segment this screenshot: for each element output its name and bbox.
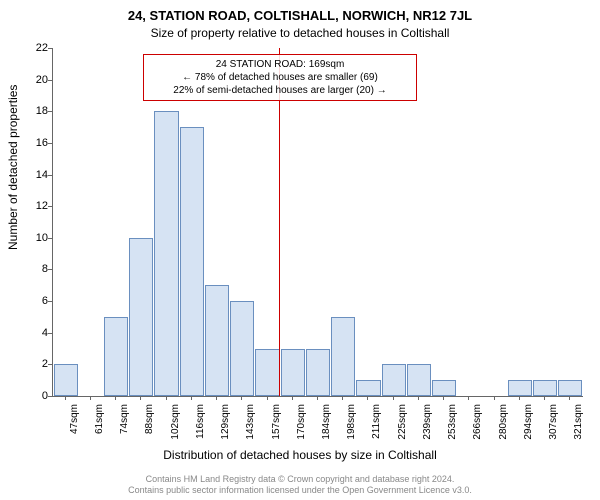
x-tick-mark xyxy=(166,396,167,400)
x-tick-mark xyxy=(494,396,495,400)
y-tick-label: 0 xyxy=(24,390,48,402)
x-tick-label: 47sqm xyxy=(69,404,80,448)
y-tick-label: 12 xyxy=(24,200,48,212)
y-axis-label: Number of detached properties xyxy=(6,85,20,250)
callout-line: ← 78% of detached houses are smaller (69… xyxy=(150,71,410,84)
bar xyxy=(54,364,78,396)
bar xyxy=(508,380,532,396)
bar xyxy=(205,285,229,396)
x-tick-mark xyxy=(140,396,141,400)
x-tick-mark xyxy=(569,396,570,400)
bar xyxy=(356,380,380,396)
attribution-line-1: Contains HM Land Registry data © Crown c… xyxy=(0,474,600,485)
x-axis-label: Distribution of detached houses by size … xyxy=(0,448,600,462)
x-tick-label: 157sqm xyxy=(271,404,282,448)
bar xyxy=(558,380,582,396)
x-tick-label: 280sqm xyxy=(498,404,509,448)
y-tick-label: 20 xyxy=(24,74,48,86)
x-tick-label: 143sqm xyxy=(245,404,256,448)
y-tick-label: 8 xyxy=(24,263,48,275)
x-tick-label: 74sqm xyxy=(119,404,130,448)
x-tick-label: 88sqm xyxy=(144,404,155,448)
callout-line: 22% of semi-detached houses are larger (… xyxy=(150,84,410,97)
attribution: Contains HM Land Registry data © Crown c… xyxy=(0,474,600,497)
x-tick-label: 170sqm xyxy=(296,404,307,448)
title-sub: Size of property relative to detached ho… xyxy=(0,26,600,40)
y-tick-label: 14 xyxy=(24,169,48,181)
y-tick-label: 10 xyxy=(24,232,48,244)
bar xyxy=(230,301,254,396)
bar xyxy=(331,317,355,396)
chart-plot-area: 24 STATION ROAD: 169sqm← 78% of detached… xyxy=(52,48,583,397)
x-tick-mark xyxy=(292,396,293,400)
x-tick-mark xyxy=(418,396,419,400)
x-tick-label: 321sqm xyxy=(573,404,584,448)
x-tick-mark xyxy=(317,396,318,400)
x-tick-mark xyxy=(115,396,116,400)
x-tick-label: 307sqm xyxy=(548,404,559,448)
x-tick-mark xyxy=(342,396,343,400)
title-main: 24, STATION ROAD, COLTISHALL, NORWICH, N… xyxy=(0,8,600,23)
x-tick-label: 225sqm xyxy=(397,404,408,448)
y-tick-label: 4 xyxy=(24,327,48,339)
x-tick-mark xyxy=(367,396,368,400)
bar xyxy=(533,380,557,396)
bar xyxy=(104,317,128,396)
x-tick-label: 266sqm xyxy=(472,404,483,448)
x-tick-label: 294sqm xyxy=(523,404,534,448)
x-tick-mark xyxy=(519,396,520,400)
bar xyxy=(382,364,406,396)
bar xyxy=(281,349,305,396)
x-tick-mark xyxy=(393,396,394,400)
bar xyxy=(129,238,153,396)
x-tick-label: 211sqm xyxy=(371,404,382,448)
x-tick-mark xyxy=(443,396,444,400)
x-tick-label: 102sqm xyxy=(170,404,181,448)
callout-box: 24 STATION ROAD: 169sqm← 78% of detached… xyxy=(143,54,417,101)
y-tick-label: 16 xyxy=(24,137,48,149)
y-tick-label: 6 xyxy=(24,295,48,307)
x-tick-label: 129sqm xyxy=(220,404,231,448)
bar xyxy=(154,111,178,396)
x-tick-label: 239sqm xyxy=(422,404,433,448)
y-tick-label: 2 xyxy=(24,358,48,370)
x-tick-mark xyxy=(216,396,217,400)
bar xyxy=(255,349,279,396)
x-tick-label: 184sqm xyxy=(321,404,332,448)
bar xyxy=(407,364,431,396)
x-tick-label: 116sqm xyxy=(195,404,206,448)
attribution-line-2: Contains public sector information licen… xyxy=(0,485,600,496)
bar xyxy=(306,349,330,396)
x-tick-mark xyxy=(544,396,545,400)
y-tick-label: 18 xyxy=(24,105,48,117)
bar xyxy=(432,380,456,396)
x-tick-label: 253sqm xyxy=(447,404,458,448)
x-tick-mark xyxy=(241,396,242,400)
x-tick-label: 61sqm xyxy=(94,404,105,448)
x-tick-mark xyxy=(65,396,66,400)
x-tick-mark xyxy=(90,396,91,400)
x-tick-mark xyxy=(267,396,268,400)
x-tick-label: 198sqm xyxy=(346,404,357,448)
x-tick-mark xyxy=(468,396,469,400)
y-tick-label: 22 xyxy=(24,42,48,54)
bar xyxy=(180,127,204,396)
chart-container: 24, STATION ROAD, COLTISHALL, NORWICH, N… xyxy=(0,0,600,500)
callout-line: 24 STATION ROAD: 169sqm xyxy=(150,58,410,71)
x-tick-mark xyxy=(191,396,192,400)
